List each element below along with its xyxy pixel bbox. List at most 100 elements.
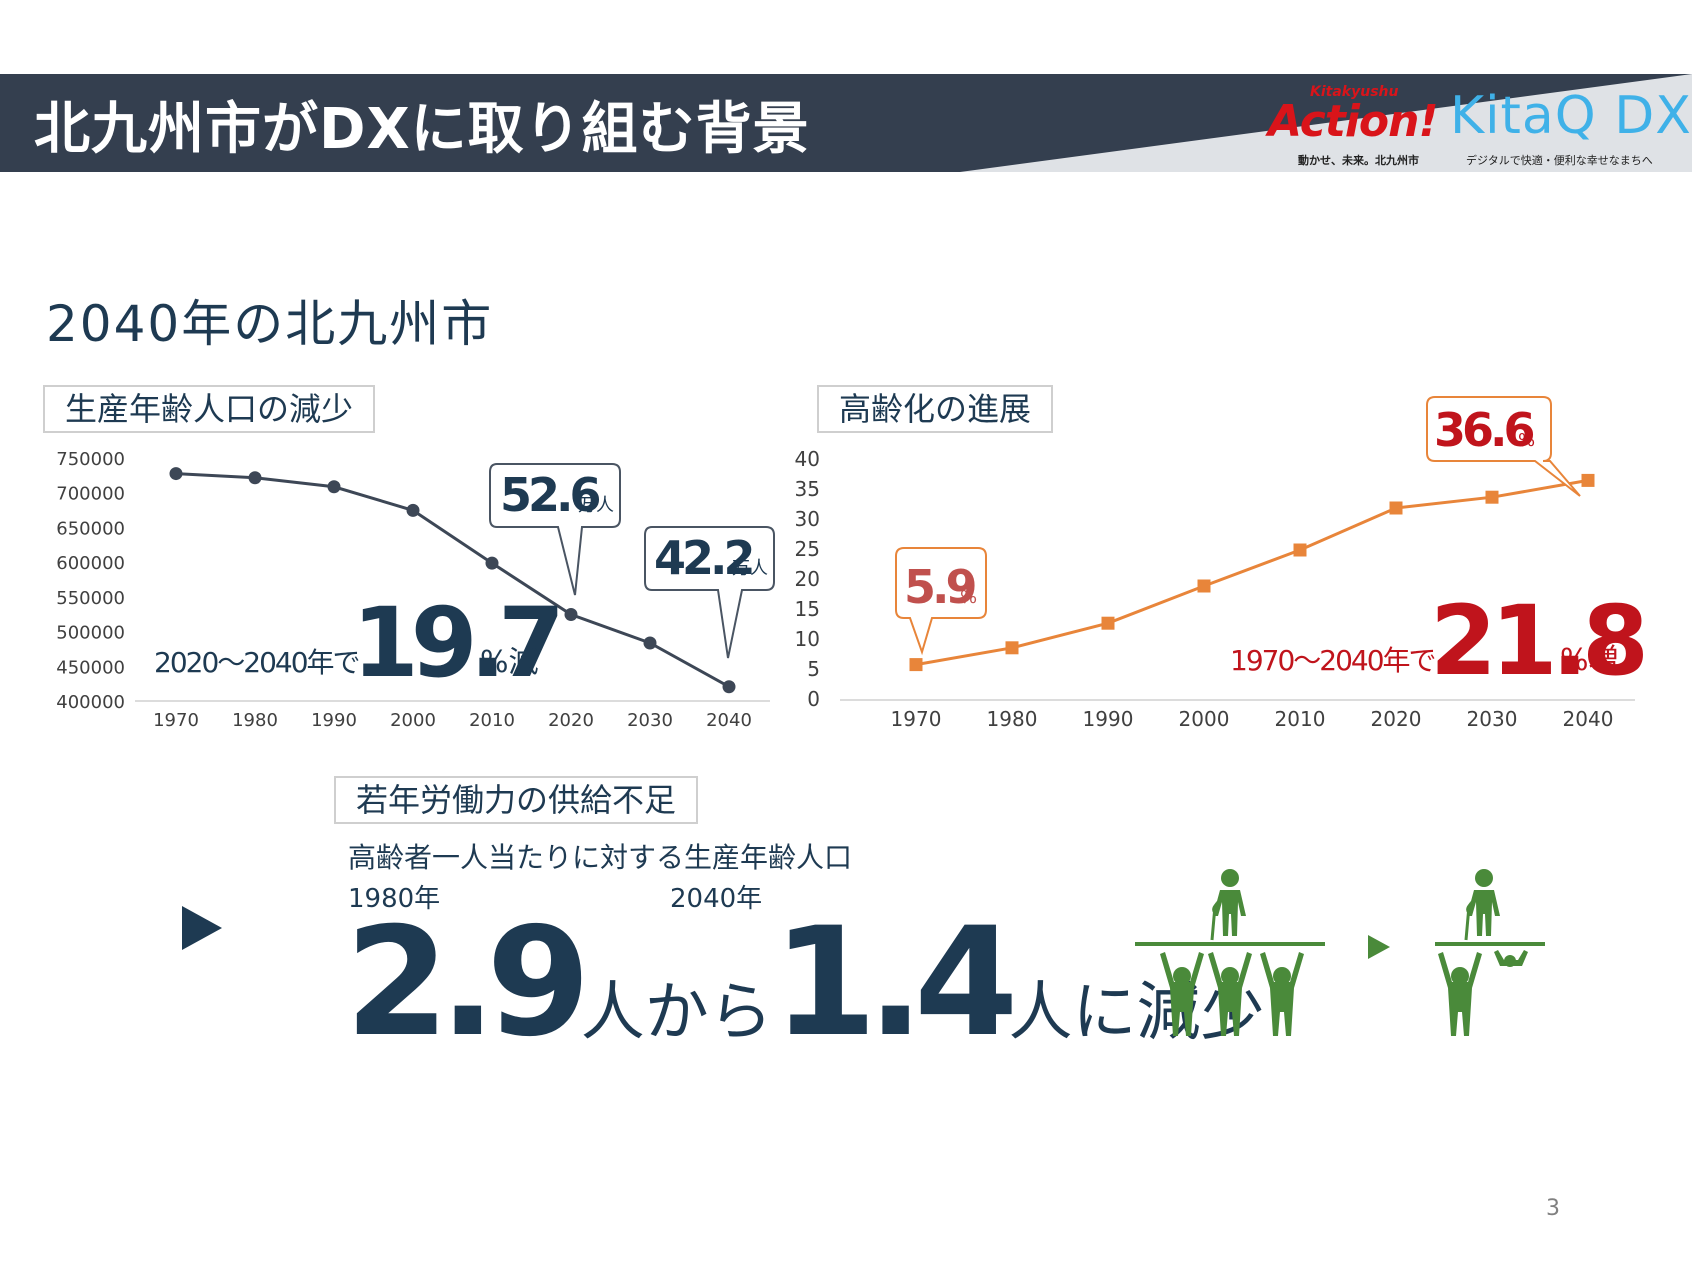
- aging-label: 高齢化の進展: [817, 385, 1054, 433]
- aging-y-tick-label: 0: [807, 687, 820, 711]
- worker-icon: [1260, 952, 1304, 1036]
- aging-x-tick-label: 2020: [1371, 707, 1422, 731]
- aging-x-tick-label: 2000: [1179, 707, 1230, 731]
- population-data-point: [327, 480, 341, 494]
- population-x-tick-label: 1980: [232, 710, 278, 731]
- aging-x-tick-label: 1970: [891, 707, 942, 731]
- population-x-tick-label: 2020: [548, 710, 594, 731]
- population-y-tick-label: 650000: [56, 518, 125, 539]
- population-y-tick-label: 500000: [56, 623, 125, 644]
- worker-icon: [1208, 952, 1252, 1036]
- callout-2040-aging-value: 36.6: [1434, 403, 1533, 457]
- population-x-tick-label: 1970: [153, 710, 199, 731]
- aging-data-point: [1101, 616, 1115, 630]
- aging-y-tick-label: 10: [795, 627, 820, 651]
- action-logo-caption: 動かせ、未来。北九州市: [1298, 154, 1419, 167]
- year-to: 2040年: [670, 884, 763, 914]
- play-arrow-icon: [182, 906, 222, 950]
- population-x-tick-label: 2040: [706, 710, 752, 731]
- aging-y-tick-label: 25: [795, 537, 820, 561]
- worker-partial-icon: [1494, 950, 1528, 967]
- section-title: 2040年の北九州市: [46, 295, 494, 353]
- arrow-right-icon: [1368, 935, 1390, 959]
- action-logo: Kitakyushu Action! 動かせ、未来。北九州市: [1268, 84, 1439, 168]
- page-number: 3: [1546, 1196, 1560, 1221]
- ratio-statement: 2.9人から1.4人に減少: [345, 908, 1264, 1058]
- aging-data-point: [1485, 490, 1499, 504]
- aging-y-tick-label: 20: [795, 567, 820, 591]
- callout-1970-bubble: [895, 547, 987, 656]
- aging-series-line: [915, 478, 1589, 667]
- population-x-tick-label: 1990: [311, 710, 357, 731]
- population-data-point: [485, 556, 499, 570]
- population-chart: 750000 700000 650000 600000 550000 500000 4500…: [56, 449, 775, 731]
- aging-data-point: [1293, 543, 1307, 557]
- population-data-point: [564, 608, 578, 622]
- aging-data-point: [1197, 579, 1211, 593]
- callout-1970-value: 5.9: [904, 560, 975, 614]
- slide-title: 北九州市がDXに取り組む背景: [34, 97, 810, 162]
- population-label: 生産年齢人口の減少: [43, 385, 376, 433]
- population-y-tick-label: 550000: [56, 588, 125, 609]
- aging-summary-suffix: %増: [1560, 643, 1619, 678]
- population-summary-prefix: 2020～2040年で: [154, 646, 359, 679]
- kitaq-logo-caption: デジタルで快適・便利な幸せなまちへ: [1466, 154, 1653, 167]
- population-x-tick-label: 2010: [469, 710, 515, 731]
- action-logo-small: Kitakyushu: [1310, 84, 1399, 100]
- ratio-subtitle: 高齢者一人当たりに対する生産年齢人口: [348, 841, 853, 874]
- header-light-band: [960, 74, 1692, 172]
- worker-icon: [1438, 952, 1482, 1036]
- population-x-tick-label: 2000: [390, 710, 436, 731]
- aging-y-tick-label: 5: [807, 657, 820, 681]
- callout-2040-unit: 万人: [732, 558, 768, 579]
- population-y-tick-label: 450000: [56, 657, 125, 678]
- aging-x-tick-label: 1980: [987, 707, 1038, 731]
- kitaq-logo-big: KitaQ DX: [1450, 86, 1692, 146]
- aging-y-tick-label: 30: [795, 507, 820, 531]
- callout-2040-aging-bubble: [1426, 396, 1581, 497]
- ratio-unit-from: 人から: [580, 976, 773, 1050]
- worker-icon: [1160, 952, 1204, 1036]
- population-summary-suffix: %減: [480, 645, 539, 680]
- year-from: 1980年: [348, 884, 441, 914]
- elderly-person-icon: [1464, 867, 1502, 942]
- population-series-line: [175, 472, 730, 689]
- population-summary-value: 19.7: [352, 587, 558, 699]
- population-data-point: [406, 503, 420, 517]
- aging-data-point: [1005, 641, 1019, 655]
- population-y-tick-label: 700000: [56, 484, 125, 505]
- population-y-tick-label: 400000: [56, 692, 125, 713]
- pictogram-2040-group: [1435, 867, 1545, 1036]
- aging-data-point: [909, 658, 923, 672]
- aging-x-tick-label: 1990: [1083, 707, 1134, 731]
- kitaq-dx-logo: KitaQ DX デジタルで快適・便利な幸せなまちへ: [1450, 86, 1691, 170]
- aging-y-tick-label: 15: [795, 597, 820, 621]
- action-logo-big: Action!: [1268, 96, 1439, 147]
- aging-chart: 40 35 30 25 20 15 10 5 0 1970 1980 1990 2000 2010 202…: [795, 396, 1649, 731]
- aging-y-tick-label: 35: [795, 477, 820, 501]
- population-data-point: [722, 680, 736, 694]
- callout-2020-unit: 万人: [578, 495, 614, 516]
- callout-2040-value: 42.2: [654, 531, 752, 585]
- labor-label: 若年労働力の供給不足: [334, 776, 699, 824]
- ratio-value-to: 1.4: [772, 896, 1019, 1070]
- aging-data-point: [1581, 473, 1595, 487]
- aging-x-tick-label: 2030: [1467, 707, 1518, 731]
- aging-data-point: [1389, 501, 1403, 515]
- callout-2020-value: 52.6: [500, 468, 599, 522]
- callout-2020-bubble: [489, 463, 621, 596]
- aging-y-tick-label: 40: [795, 447, 820, 471]
- aging-summary-value: 21.8: [1430, 585, 1643, 697]
- ratio-value-from: 2.9: [345, 896, 591, 1070]
- population-y-tick-label: 750000: [56, 449, 125, 470]
- elderly-person-icon: [1210, 867, 1248, 942]
- pictogram-1980-group: [1135, 867, 1325, 1036]
- population-data-point: [169, 467, 183, 481]
- population-data-point: [643, 636, 657, 650]
- callout-2040-aging-unit: %: [1518, 430, 1535, 451]
- aging-x-tick-label: 2040: [1563, 707, 1614, 731]
- population-y-tick-label: 600000: [56, 553, 125, 574]
- callout-1970-unit: %: [960, 587, 977, 608]
- elderly-support-pictogram: [1135, 867, 1545, 1036]
- aging-summary-prefix: 1970～2040年で: [1230, 644, 1435, 677]
